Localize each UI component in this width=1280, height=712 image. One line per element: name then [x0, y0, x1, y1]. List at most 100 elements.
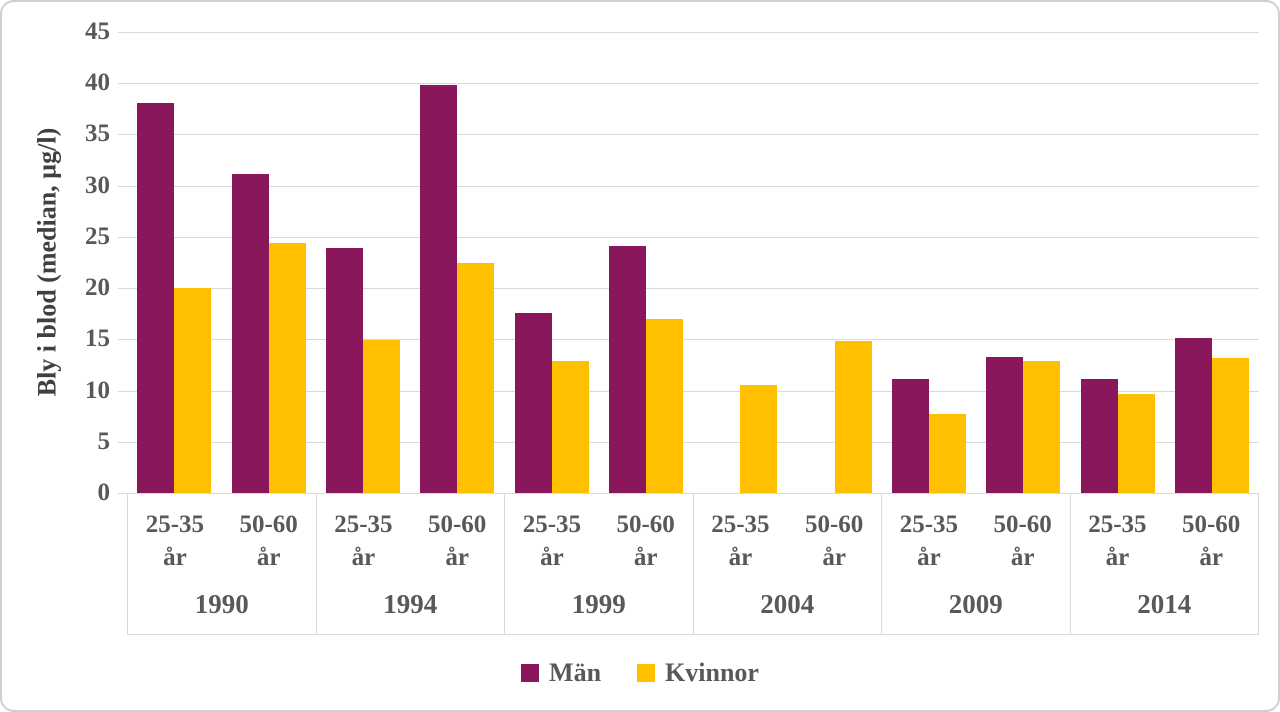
gridline-5	[127, 441, 1259, 443]
gridline-20	[127, 288, 1259, 290]
y-axis-tick-label-10: 10	[85, 376, 110, 404]
bar-kvinnor-2004-50-60	[834, 341, 872, 493]
age-label-line1: 25-35	[711, 511, 770, 538]
bar-kvinnor-2004-25-35	[740, 385, 778, 493]
bar-group-2009	[882, 32, 1071, 493]
bar-män-1994-25-35	[325, 248, 363, 493]
bar-män-2014-50-60	[1174, 338, 1212, 493]
gridline-45	[127, 32, 1259, 33]
y-axis-tick-label-25: 25	[85, 222, 110, 250]
bar-kvinnor-2014-25-35	[1117, 393, 1155, 493]
category-group-2004: 25-35 år 50-60 år 2004	[692, 494, 882, 634]
year-label-1990: 1990	[194, 589, 249, 619]
age-label-row-2009: 25-35 år 50-60 år	[882, 494, 1070, 586]
bar-subgroup-1994-50-60	[410, 32, 504, 493]
age-label-line1: 25-35	[1088, 511, 1147, 538]
age-label-line1: 50-60	[616, 511, 675, 538]
bar-subgroup-2014-50-60	[1165, 32, 1259, 493]
bar-män-1990-25-35	[137, 102, 175, 493]
age-label-row-2014: 25-35 år 50-60 år	[1071, 494, 1259, 586]
y-axis-tick-label-45: 45	[85, 18, 110, 45]
y-axis-tick-label-5: 5	[97, 427, 111, 455]
category-group-1990: 25-35 år 50-60 år 1990	[127, 494, 316, 634]
age-label-line2: år	[540, 544, 564, 571]
age-label-line1: 25-35	[522, 511, 582, 538]
category-group-2014: 25-35 år 50-60 år 2014	[1069, 494, 1259, 634]
age-label-line1: 50-60	[1181, 511, 1241, 538]
legend-item-kvinnor: Kvinnor	[637, 660, 759, 686]
age-label-line1: 25-35	[899, 511, 959, 538]
y-axis-tick-label-20: 20	[85, 274, 110, 302]
bar-group-2004	[693, 32, 882, 493]
bar-subgroup-1999-50-60	[599, 32, 693, 493]
age-label-row-1999: 25-35 år 50-60 år	[505, 494, 693, 586]
age-label-line2: år	[256, 544, 281, 571]
bar-män-2009-50-60	[986, 356, 1024, 493]
gridline-10	[127, 390, 1259, 392]
age-label-1994-25-35: 25-35 år	[317, 508, 411, 586]
bar-kvinnor-2009-50-60	[1023, 360, 1061, 493]
category-group-2009: 25-35 år 50-60 år 2009	[881, 494, 1070, 634]
age-label-line1: 25-35	[334, 511, 393, 538]
legend-label-kvinnor: Kvinnor	[665, 658, 759, 687]
age-label-line2: år	[1105, 544, 1130, 571]
legend: Män Kvinnor	[2, 653, 1278, 693]
bar-subgroup-1990-50-60	[221, 32, 315, 493]
age-label-line2: år	[1010, 544, 1035, 571]
age-label-2004-25-35: 25-35 år	[694, 508, 788, 586]
age-label-2009-25-35: 25-35 år	[882, 508, 976, 586]
y-axis-tickmark-35	[118, 134, 127, 136]
bar-group-1999	[504, 32, 693, 493]
age-label-2009-50-60: 50-60 år	[976, 508, 1070, 586]
bars-layer	[127, 32, 1259, 493]
bar-män-2009-25-35	[891, 379, 929, 493]
age-label-2014-50-60: 50-60 år	[1164, 508, 1258, 586]
age-label-line1: 50-60	[993, 511, 1052, 538]
bar-subgroup-2014-25-35	[1070, 32, 1164, 493]
age-label-1994-50-60: 50-60 år	[410, 508, 504, 586]
age-label-row-1990: 25-35 år 50-60 år	[128, 494, 316, 586]
age-label-1990-50-60: 50-60 år	[222, 508, 316, 586]
gridline-30	[127, 185, 1259, 187]
year-label-1994: 1994	[383, 589, 438, 619]
age-label-line2: år	[822, 544, 846, 571]
y-axis-tickmark-20	[118, 288, 127, 290]
age-label-line2: år	[633, 544, 658, 571]
y-axis-tick-label-40: 40	[85, 69, 110, 97]
year-label-2014: 2014	[1137, 589, 1192, 619]
bar-subgroup-1999-25-35	[504, 32, 598, 493]
bar-män-1999-25-35	[514, 312, 552, 493]
bar-subgroup-2004-25-35	[693, 32, 787, 493]
bar-subgroup-2004-50-60	[787, 32, 881, 493]
age-label-line2: år	[163, 544, 187, 571]
y-axis-title: Bly i blod (median, µg/l)	[32, 127, 62, 397]
bar-group-2014	[1070, 32, 1259, 493]
age-label-line2: år	[351, 544, 376, 571]
age-label-line2: år	[445, 544, 469, 571]
y-axis-tick-label-0: 0	[97, 479, 111, 506]
age-label-line2: år	[917, 544, 941, 571]
age-label-2014-25-35: 25-35 år	[1071, 508, 1165, 586]
category-group-1994: 25-35 år 50-60 år 1994	[315, 494, 505, 634]
bar-kvinnor-1994-50-60	[457, 262, 495, 493]
y-axis-tick-label-30: 30	[85, 171, 110, 199]
plot-area	[127, 32, 1259, 493]
legend-swatch-män	[521, 664, 540, 682]
bar-group-1990	[127, 32, 316, 493]
age-label-1999-50-60: 50-60 år	[599, 508, 693, 586]
gridline-25	[127, 236, 1259, 238]
bar-män-1990-50-60	[231, 174, 269, 493]
category-axis: 25-35 år 50-60 år 1990 25-35 år 50-60 år 1994 25-3…	[127, 493, 1259, 635]
category-group-1999: 25-35 år 50-60 år 1999	[504, 494, 693, 634]
bar-group-1994	[316, 32, 505, 493]
age-label-1990-25-35: 25-35 år	[128, 508, 222, 586]
y-axis-tickmark-15	[118, 339, 127, 341]
y-axis-tickmark-10	[118, 390, 127, 392]
bar-män-1994-50-60	[420, 85, 458, 493]
y-axis-tick-label-35: 35	[85, 120, 110, 148]
bar-subgroup-1990-25-35	[127, 32, 221, 493]
bar-subgroup-1994-25-35	[316, 32, 410, 493]
age-label-row-2004: 25-35 år 50-60 år	[694, 494, 882, 586]
bar-män-1999-50-60	[608, 246, 646, 493]
